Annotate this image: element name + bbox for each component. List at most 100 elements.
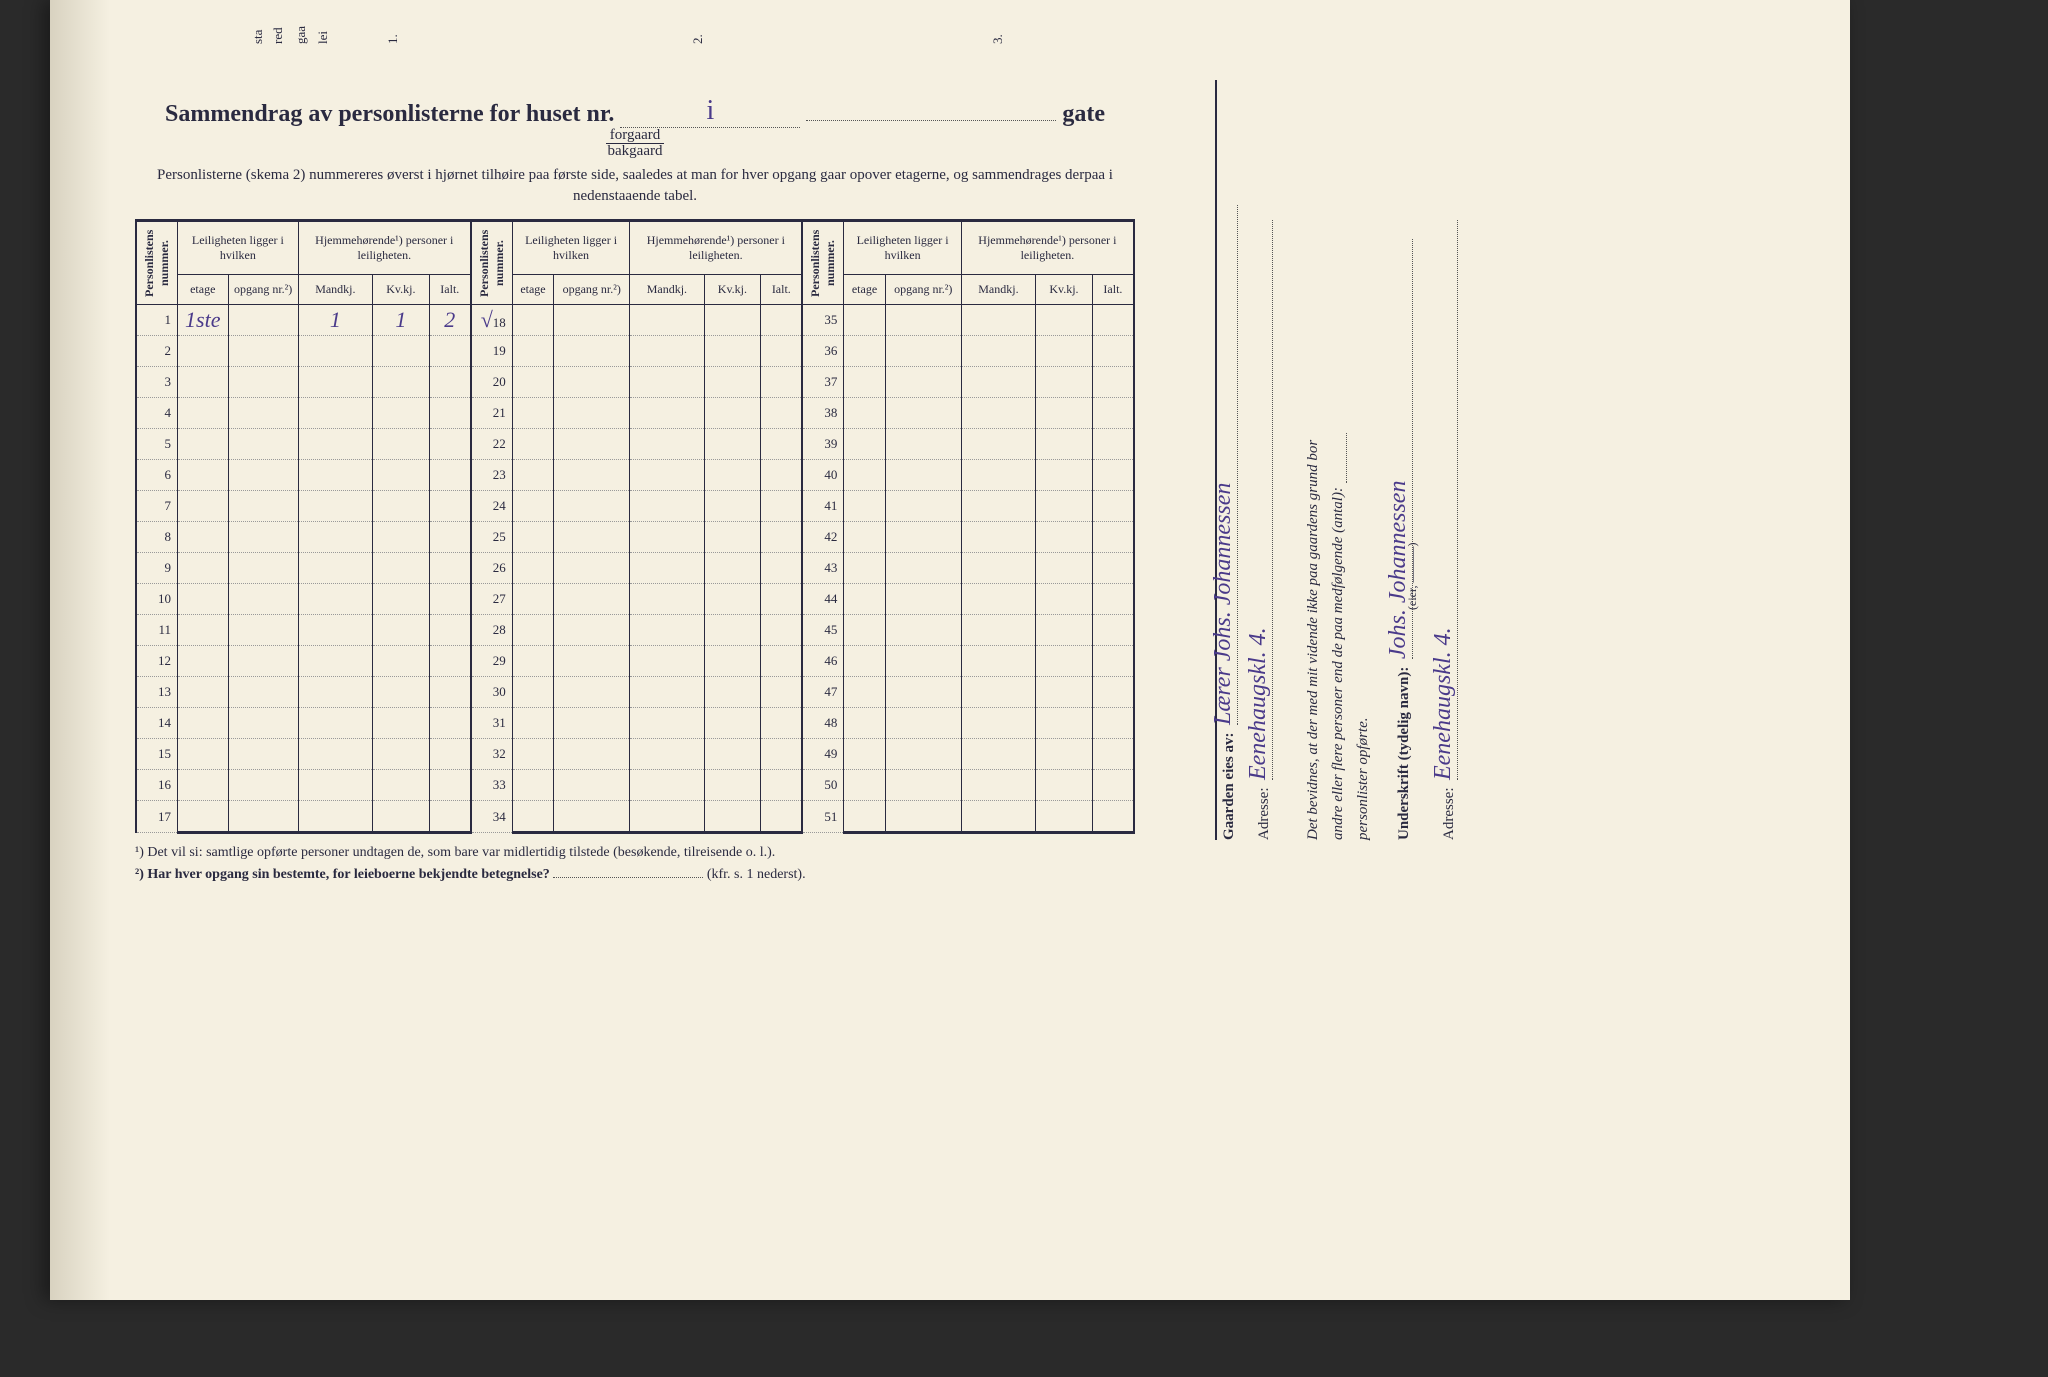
table-cell [228, 398, 298, 429]
table-cell [704, 708, 761, 739]
table-cell [844, 584, 885, 615]
table-cell [298, 584, 372, 615]
table-cell [512, 491, 553, 522]
footnote-2b: (kfr. s. 1 nederst). [707, 867, 806, 882]
table-cell [429, 336, 471, 367]
col-personlistens: Personlistens nummer. [806, 224, 840, 302]
table-cell [885, 429, 961, 460]
table-cell [885, 770, 961, 801]
table-cell [228, 801, 298, 833]
table-cell [372, 739, 429, 770]
table-cell [554, 739, 630, 770]
table-cell [1092, 336, 1134, 367]
table-cell [761, 460, 803, 491]
table-cell [761, 677, 803, 708]
table-cell [961, 367, 1035, 398]
adresse2-label: Adresse: [1441, 788, 1457, 841]
col-mandkj: Mandkj. [961, 275, 1035, 305]
table-cell [961, 615, 1035, 646]
table-cell [512, 460, 553, 491]
table-cell [554, 646, 630, 677]
table-cell [372, 615, 429, 646]
table-cell [761, 615, 803, 646]
table-cell [1036, 615, 1093, 646]
table-cell [178, 646, 229, 677]
col-leiligheten: Leiligheten ligger i hvilken [512, 221, 630, 275]
table-cell [844, 460, 885, 491]
table-cell [178, 429, 229, 460]
table-cell [372, 553, 429, 584]
table-cell [1036, 367, 1093, 398]
table-cell [1092, 491, 1134, 522]
table-cell [298, 770, 372, 801]
row-number: 16 [136, 770, 178, 801]
row-number: 38 [802, 398, 844, 429]
table-cell [178, 491, 229, 522]
row-number: 45 [802, 615, 844, 646]
table-cell [1092, 553, 1134, 584]
table-cell [844, 677, 885, 708]
table-cell [372, 584, 429, 615]
table-cell [512, 739, 553, 770]
table-row: 42138 [136, 398, 1134, 429]
table-cell [704, 739, 761, 770]
table-cell [554, 305, 630, 336]
table-cell [1092, 708, 1134, 739]
table-cell [704, 305, 761, 336]
row-number: 31 [471, 708, 513, 739]
table-cell [178, 336, 229, 367]
row-number: 34 [471, 801, 513, 833]
row-number: 41 [802, 491, 844, 522]
col-hjemme: Hjemmehørende¹) personer i leiligheten. [961, 221, 1134, 275]
table-cell [512, 367, 553, 398]
table-cell [554, 429, 630, 460]
table-cell [704, 522, 761, 553]
row-number: 14 [136, 708, 178, 739]
row-number: 35 [802, 305, 844, 336]
row-number: 20 [471, 367, 513, 398]
table-cell [885, 460, 961, 491]
table-cell [704, 429, 761, 460]
table-cell [1092, 305, 1134, 336]
table-cell [298, 708, 372, 739]
street-field [806, 120, 1056, 121]
table-cell [512, 305, 553, 336]
table-cell [298, 677, 372, 708]
table-row: 72441 [136, 491, 1134, 522]
table-cell [1092, 801, 1134, 833]
table-cell [761, 801, 803, 833]
table-cell [844, 336, 885, 367]
row-number: 7 [136, 491, 178, 522]
col-opgang: opgang nr.²) [554, 275, 630, 305]
row-number: 49 [802, 739, 844, 770]
table-cell [844, 522, 885, 553]
bevidnes-2: andre eller flere personer end de paa me… [1330, 487, 1346, 840]
table-cell [429, 429, 471, 460]
table-cell [761, 367, 803, 398]
table-cell [512, 522, 553, 553]
row-number: 1 [136, 305, 178, 336]
table-cell [178, 398, 229, 429]
table-cell [630, 491, 704, 522]
table-cell [630, 305, 704, 336]
row-number: 43 [802, 553, 844, 584]
table-cell [554, 460, 630, 491]
table-cell [554, 615, 630, 646]
table-cell [704, 801, 761, 833]
table-cell [630, 677, 704, 708]
summary-table: Personlistens nummer. Leiligheten ligger… [135, 219, 1135, 834]
table-cell [761, 553, 803, 584]
row-number: 37 [802, 367, 844, 398]
col-leiligheten: Leiligheten ligger i hvilken [178, 221, 299, 275]
table-cell: 2 [429, 305, 471, 336]
table-cell [178, 801, 229, 833]
col-ialt: Ialt. [1092, 275, 1134, 305]
frac-top: forgaard [606, 128, 665, 144]
table-cell [429, 646, 471, 677]
table-cell [298, 429, 372, 460]
table-cell [1036, 398, 1093, 429]
stub-text: sta [250, 30, 266, 44]
title-text-1: Sammendrag av personlisterne for huset n… [165, 101, 614, 127]
table-cell [228, 677, 298, 708]
table-row: 122946 [136, 646, 1134, 677]
